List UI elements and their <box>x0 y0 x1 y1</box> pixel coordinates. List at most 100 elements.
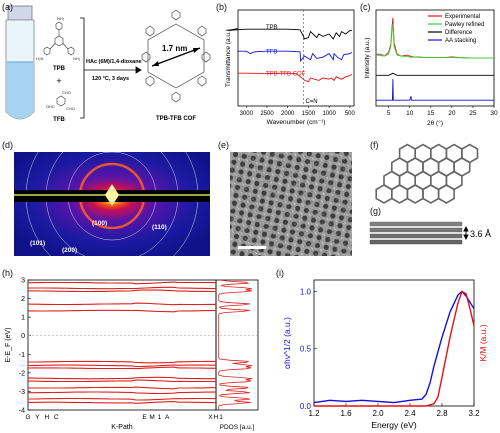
panel-label-a: (a) <box>2 2 13 12</box>
band-line-10 <box>27 386 216 390</box>
x-tick-label-4: 1000 <box>322 111 336 117</box>
legend-label-3: AA stacking <box>445 38 476 44</box>
panel-label-c: (c) <box>360 2 371 12</box>
panel-g: (g) 3.6 Å <box>362 204 500 260</box>
tpb-molecule <box>43 21 75 56</box>
pore-ring-15 <box>398 143 417 164</box>
conditions-line-2: 120 °C, 3 days <box>92 76 129 82</box>
y-tick-label-1: 2 <box>21 296 25 303</box>
band-line-12 <box>28 397 217 401</box>
y-axis-label: Transmittance (a.u.) <box>225 29 232 87</box>
y-axis-label-right: K/M (a.u.) <box>478 324 488 361</box>
panel-h: (h) 3 2 1 0 -1 -2 -3 -4 G Y H C E M 1 A X H 1 K-Path PDOS [a… <box>0 266 262 433</box>
kpoint-label-4: E <box>142 414 147 421</box>
spacing-arrow <box>463 225 469 241</box>
tfb-molecule <box>56 95 66 107</box>
kpoint-label-2: H <box>44 414 49 421</box>
tpb-label: TPB <box>53 66 66 72</box>
band-line-0 <box>27 281 216 285</box>
band-line-13 <box>28 401 217 404</box>
y-tick-label-6: -3 <box>19 389 25 396</box>
panel-label-g: (g) <box>370 206 381 216</box>
y-tick-label-0: 0.0 <box>300 402 312 411</box>
kpoint-label-6: 1 <box>158 414 162 421</box>
panel-label-e: (e) <box>218 140 229 150</box>
panel-f: (f) <box>362 138 500 204</box>
x-tick-label-1: 1.6 <box>340 409 352 418</box>
x-axis-label: 2θ (°) <box>427 119 443 127</box>
series-line-0 <box>313 290 475 404</box>
kpoint-label-3: C <box>54 414 59 421</box>
conditions-line-1: HAc (6M)/1,4-dioxane <box>86 59 142 65</box>
band-line-9 <box>28 379 216 383</box>
x-tick-label-4: 2.8 <box>436 409 448 418</box>
band-line-5 <box>28 360 216 364</box>
x-tick-label-5: 500 <box>345 111 356 117</box>
y-axis-label-left: αhν^1/2 (a.u.) <box>282 317 292 369</box>
y-tick-label-4: -1 <box>19 352 25 359</box>
y-tick-label-5: -2 <box>19 370 25 377</box>
saxs-pattern: (100) (110) (101) (200) <box>14 138 210 260</box>
tfb-aldehyde-group-2: OHC <box>46 104 55 109</box>
panel-label-f: (f) <box>370 140 379 150</box>
x-tick-label-5: 30 <box>490 110 498 117</box>
tpb-amine-group-3: NH₂ <box>73 56 81 61</box>
y-tick-label-2: 1 <box>21 315 25 322</box>
band-line-11 <box>28 391 216 395</box>
series-line-0 <box>227 28 352 40</box>
series-line-1 <box>375 23 494 59</box>
legend-label-1: Pawley refined <box>445 22 484 28</box>
x-tick-label-5: 3.2 <box>468 409 480 418</box>
pdos-frame <box>215 279 259 411</box>
panel-i: (i) 0.0 0.5 1.0 1.2 1.6 2.0 2.4 2.8 3.2 Energy (e… <box>264 266 500 433</box>
y-tick-label-7: -4 <box>19 408 25 415</box>
x-tick-label-0: 3000 <box>240 111 254 117</box>
x-tick-label-2: 2.0 <box>372 409 384 418</box>
series-label-0: TPB <box>266 25 278 31</box>
panel-label-h: (h) <box>2 268 13 278</box>
x-tick-label-2: 2000 <box>281 111 295 117</box>
kpoint-label-0: G <box>25 414 30 421</box>
tfb-label: TFB <box>53 117 65 123</box>
y-tick-label-2: 1.0 <box>300 287 312 296</box>
y-tick-label-3: 0 <box>21 333 25 340</box>
x-tick-label-4: 25 <box>469 110 477 117</box>
interlayer-spacing: 3.6 Å <box>470 229 491 239</box>
x-tick-label-3: 1500 <box>302 111 316 117</box>
pore-ring-17 <box>430 143 448 164</box>
stacked-layers <box>369 221 463 245</box>
series-line-3 <box>376 79 494 101</box>
kpoint-label-5: M <box>149 414 154 421</box>
annotation-label: C=N <box>305 99 317 105</box>
x-axis-label: K-Path <box>111 424 133 431</box>
band-line-4 <box>28 309 217 313</box>
plot-frame <box>313 279 475 407</box>
ftir-chart: TPB TFB TPB-TFB COF C=N 3000 2500 2000 1500 1000… <box>225 9 356 126</box>
distance-arrow <box>151 47 201 67</box>
cof-top-view <box>375 143 479 204</box>
panel-e: (e) <box>216 138 358 264</box>
x-tick-label-3: 2.4 <box>404 409 416 418</box>
tfb-aldehyde-group-1: CHO <box>62 90 71 95</box>
pore-size-label: 1.7 nm <box>162 44 187 53</box>
ring-label-100: (100) <box>92 220 107 227</box>
x-axis-label: Energy (eV) <box>371 420 417 430</box>
panel-c: (c) Experimental Pawley refined Difference… <box>358 0 500 132</box>
legend-label-2: Difference <box>445 30 473 36</box>
panel-b: (b) TPB TFB TPB-TFB COF C=N 3000 2500 2000 1500… <box>214 0 358 132</box>
ring-label-101: (101) <box>30 240 45 247</box>
kpoint-label-8: X <box>208 414 213 421</box>
reaction-arrow <box>80 17 142 119</box>
x-tick-label-0: 5 <box>387 110 391 117</box>
panel-label-d: (d) <box>2 140 13 150</box>
pore-ring-18 <box>445 143 463 164</box>
panel-label-i: (i) <box>276 268 284 278</box>
cof-structure <box>141 9 211 103</box>
kpoint-label-7: A <box>165 414 170 421</box>
panel-a: (a) NH₂ H₂N NH₂ TPB + CHO OHC CHO <box>0 0 212 130</box>
pxrd-chart: Experimental Pawley refined Difference AA s… <box>364 9 498 127</box>
direct-beam <box>105 184 119 206</box>
x-tick-label-0: 1.2 <box>308 409 320 418</box>
pore-ring-16 <box>414 143 432 164</box>
